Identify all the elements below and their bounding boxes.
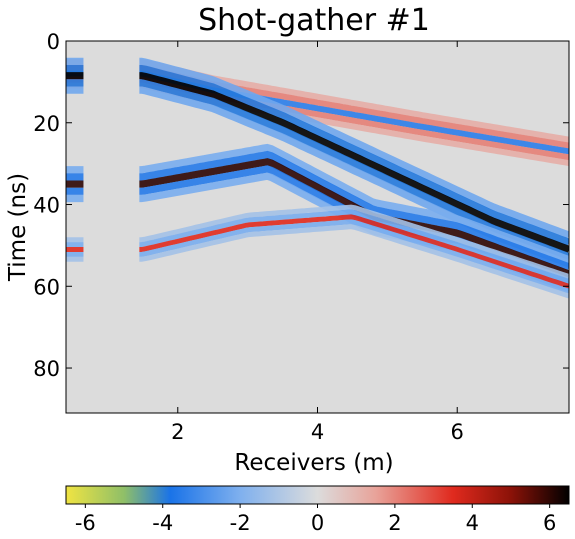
y-tick-label: 40 [33, 194, 60, 218]
chart-title: Shot-gather #1 [198, 3, 430, 38]
event-reflection [66, 143, 569, 292]
event-reflection-multiple [66, 204, 569, 299]
y-tick-label: 80 [33, 357, 60, 381]
x-tick-label: 2 [171, 420, 184, 444]
colorbar-tick-label: -2 [230, 511, 251, 535]
colorbar-tick-label: 2 [388, 511, 401, 535]
data-gap [83, 42, 140, 412]
x-axis-label: Receivers (m) [234, 450, 393, 476]
y-axis: 0 20 40 60 80 [33, 30, 569, 381]
y-tick-label: 60 [33, 275, 60, 299]
x-tick-label: 6 [451, 420, 464, 444]
x-axis: 2 4 6 [171, 41, 464, 444]
colorbar-tick-label: -6 [75, 511, 96, 535]
colorbar-tick-label: 4 [466, 511, 479, 535]
y-axis-label: Time (ns) [5, 173, 31, 282]
colorbar-tick-label: 6 [543, 511, 556, 535]
colorbar-tick-label: -4 [152, 511, 173, 535]
colorbar-tick-label: 0 [311, 511, 324, 535]
plot-area [65, 40, 570, 414]
y-tick-label: 0 [47, 30, 60, 54]
x-tick-label: 4 [311, 420, 324, 444]
y-tick-label: 20 [33, 112, 60, 136]
colorbar: -6 -4 -2 0 2 4 6 [65, 485, 570, 535]
colorbar-gradient [65, 485, 570, 505]
